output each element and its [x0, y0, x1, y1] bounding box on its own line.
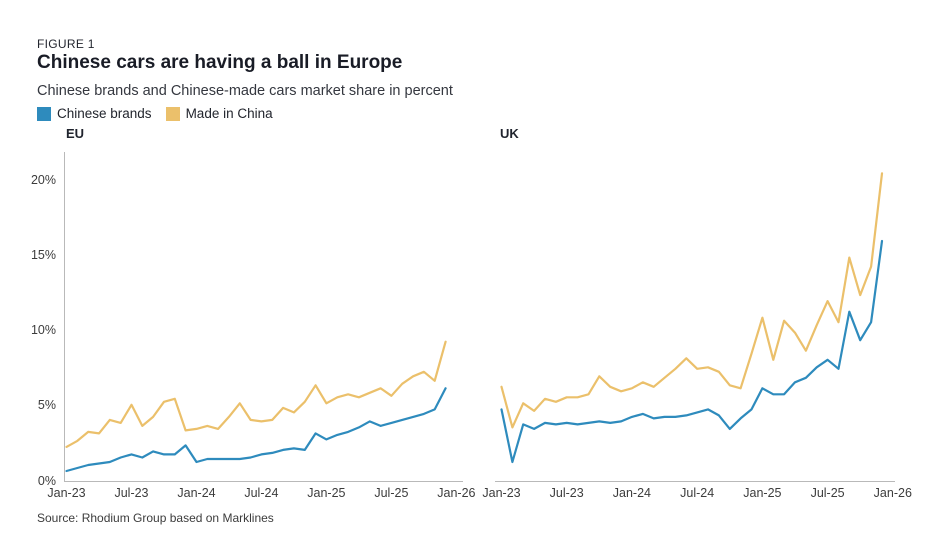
legend-label: Made in China	[185, 106, 273, 121]
uk-x-tick-label: Jan-25	[743, 486, 782, 500]
made-in-china-swatch-icon	[165, 106, 180, 121]
legend-label: Chinese brands	[57, 106, 152, 121]
uk-x-tick-label: Jul-24	[680, 486, 715, 500]
eu-x-tick-label: Jan-25	[307, 486, 346, 500]
legend: Chinese brands Made in China	[37, 106, 273, 121]
eu-x-tick-label: Jan-23	[47, 486, 86, 500]
y-tick-label: 15%	[30, 248, 56, 263]
eu-x-tick-label: Jan-24	[177, 486, 216, 500]
uk-x-tick-label: Jan-23	[482, 486, 521, 500]
y-tick-label: 5%	[37, 398, 56, 413]
source-note: Source: Rhodium Group based on Marklines	[37, 511, 274, 525]
eu-chinese-brands-line	[65, 387, 447, 473]
figure-label: FIGURE 1	[37, 37, 95, 51]
page-title: Chinese cars are having a ball in Europe	[37, 52, 403, 73]
y-tick-label: 0%	[37, 473, 56, 488]
y-tick-label: 10%	[30, 323, 56, 338]
eu-x-tick-label: Jul-24	[244, 486, 279, 500]
eu-made-in-china-line	[65, 340, 447, 448]
eu-x-tick-label: Jul-25	[374, 486, 409, 500]
eu-x-tick-label: Jul-23	[114, 486, 149, 500]
legend-item-chinese-brands: Chinese brands	[37, 106, 152, 121]
uk-x-tick-label: Jul-25	[810, 486, 845, 500]
page-subtitle: Chinese brands and Chinese-made cars mar…	[37, 83, 453, 99]
panel-title-uk: UK	[500, 126, 519, 141]
eu-x-tick-label: Jan-26	[437, 486, 476, 500]
uk-chinese-brands-line	[500, 239, 884, 464]
uk-x-tick-label: Jan-26	[873, 486, 912, 500]
uk-x-tick-label: Jul-23	[549, 486, 584, 500]
legend-item-made-in-china: Made in China	[165, 106, 273, 121]
panel-title-eu: EU	[66, 126, 85, 141]
y-tick-label: 20%	[30, 172, 56, 187]
uk-made-in-china-line	[500, 172, 884, 429]
chinese-brands-swatch-icon	[37, 106, 51, 121]
uk-x-tick-label: Jan-24	[612, 486, 651, 500]
